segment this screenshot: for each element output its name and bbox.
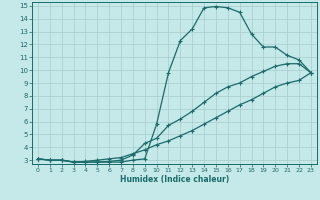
X-axis label: Humidex (Indice chaleur): Humidex (Indice chaleur) [120, 175, 229, 184]
